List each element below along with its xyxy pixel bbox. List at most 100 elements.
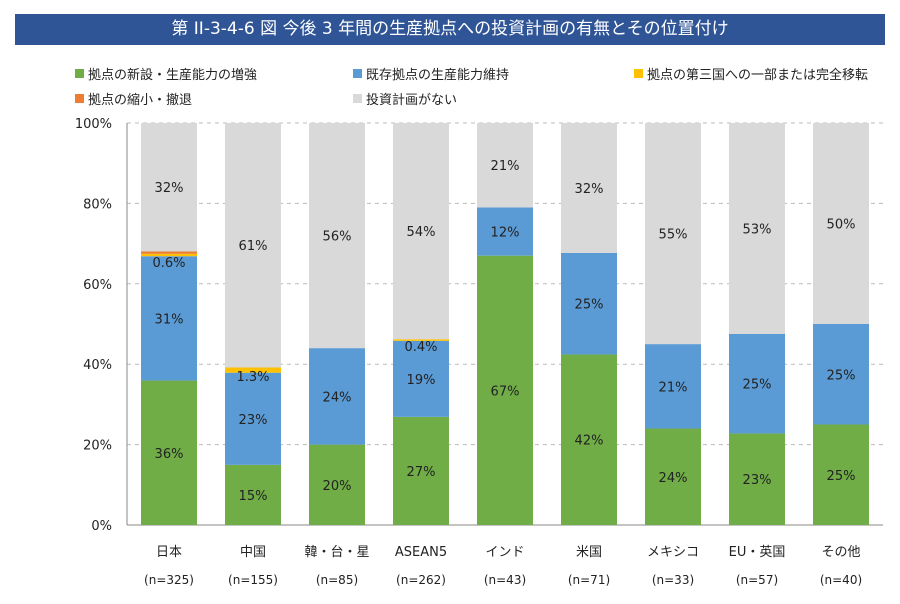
data-label: 25%	[827, 368, 856, 383]
data-label: 21%	[491, 159, 520, 174]
bar-segment	[645, 428, 701, 525]
data-label: 23%	[743, 473, 772, 488]
data-label: 24%	[323, 390, 352, 405]
bar-segment	[729, 333, 785, 434]
data-label: 0.4%	[404, 340, 437, 355]
x-category-label: 中国	[240, 545, 266, 560]
chart-title: 第 II-3-4-6 図 今後 3 年間の生産拠点への投資計画の有無とその位置付…	[15, 14, 885, 45]
y-tick-label: 20%	[83, 439, 112, 454]
data-label: 25%	[827, 469, 856, 484]
y-tick-label: 100%	[75, 117, 112, 132]
data-label: 19%	[407, 373, 436, 388]
bar-segment	[225, 123, 281, 368]
x-category-label: 韓・台・星	[304, 545, 369, 560]
legend-swatch	[75, 69, 84, 78]
x-sample-size-label: (n=85)	[316, 573, 358, 587]
bar-segment	[141, 123, 197, 252]
legend-swatch	[353, 94, 362, 103]
bar-segment	[141, 380, 197, 525]
bar-segment	[561, 123, 617, 253]
bar-segment	[225, 367, 281, 373]
bar-segment	[225, 372, 281, 465]
legend-label: 拠点の新設・生産能力の増強	[88, 68, 258, 83]
legend-label: 既存拠点の生産能力維持	[366, 68, 510, 83]
x-category-label: その他	[821, 545, 860, 560]
data-label: 12%	[491, 226, 520, 241]
bar-segment	[141, 256, 197, 381]
bar-segment	[393, 339, 449, 341]
x-category-label: インド	[485, 545, 524, 560]
data-label: 32%	[575, 182, 604, 197]
bar-segment	[561, 354, 617, 525]
y-tick-label: 60%	[83, 278, 112, 293]
x-sample-size-label: (n=57)	[736, 573, 778, 587]
legend-swatch	[634, 69, 643, 78]
data-label: 15%	[239, 489, 268, 504]
x-sample-size-label: (n=325)	[144, 573, 194, 587]
x-sample-size-label: (n=262)	[396, 573, 446, 587]
bar-segment	[729, 433, 785, 525]
x-category-label: メキシコ	[647, 545, 699, 560]
x-sample-size-label: (n=71)	[568, 573, 610, 587]
bar-segment	[477, 207, 533, 256]
bar-segment	[813, 123, 869, 324]
legend-item-expand: 拠点の新設・生産能力の増強	[75, 64, 257, 83]
data-label: 0.6%	[152, 256, 185, 271]
data-label: 42%	[575, 434, 604, 449]
legend-item-shrink: 拠点の縮小・撤退	[75, 89, 192, 108]
data-label: 31%	[155, 312, 184, 327]
y-tick-label: 80%	[83, 197, 112, 212]
bar-segment	[813, 424, 869, 525]
legend-item-relocate: 拠点の第三国への一部または完全移転	[634, 64, 868, 83]
data-label: 21%	[659, 380, 688, 395]
bar-segment	[141, 253, 197, 257]
bar-segment	[309, 444, 365, 525]
bar-segment	[813, 324, 869, 425]
data-label: 27%	[407, 465, 436, 480]
bar-segment	[309, 348, 365, 445]
data-label: 36%	[155, 447, 184, 462]
x-category-label: 米国	[576, 545, 602, 560]
legend-item-none: 投資計画がない	[353, 89, 457, 108]
x-category-label: 日本	[156, 545, 182, 560]
bar-segment	[225, 464, 281, 525]
bar-segment	[561, 252, 617, 355]
x-sample-size-label: (n=40)	[820, 573, 862, 587]
bar-segment	[729, 123, 785, 334]
bar-segment	[393, 340, 449, 417]
x-sample-size-label: (n=43)	[484, 573, 526, 587]
data-label: 23%	[239, 413, 268, 428]
data-label: 20%	[323, 479, 352, 494]
bar-segment	[645, 344, 701, 429]
x-category-label: EU・英国	[729, 545, 786, 560]
data-label: 61%	[239, 239, 268, 254]
data-label: 25%	[743, 378, 772, 393]
x-sample-size-label: (n=155)	[228, 573, 278, 587]
data-label: 67%	[491, 384, 520, 399]
y-tick-label: 40%	[83, 358, 112, 373]
data-label: 50%	[827, 218, 856, 233]
bar-segment	[645, 123, 701, 345]
x-sample-size-label: (n=33)	[652, 573, 694, 587]
bar-segment	[141, 251, 197, 254]
y-tick-label: 0%	[91, 519, 112, 534]
legend-label: 投資計画がない	[366, 93, 458, 108]
data-label: 25%	[575, 298, 604, 313]
bar-segment	[477, 123, 533, 208]
legend-swatch	[353, 69, 362, 78]
legend-label: 拠点の第三国への一部または完全移転	[647, 68, 869, 83]
data-label: 54%	[407, 225, 436, 240]
legend-swatch	[75, 94, 84, 103]
legend-item-maintain: 既存拠点の生産能力維持	[353, 64, 509, 83]
bar-segment	[393, 416, 449, 525]
data-label: 56%	[323, 230, 352, 245]
x-category-label: ASEAN5	[395, 545, 447, 560]
data-label: 1.3%	[236, 370, 269, 385]
data-label: 53%	[743, 222, 772, 237]
data-label: 55%	[659, 228, 688, 243]
bar-segment	[309, 123, 365, 349]
bar-segment	[393, 123, 449, 340]
legend-label: 拠点の縮小・撤退	[88, 93, 193, 108]
